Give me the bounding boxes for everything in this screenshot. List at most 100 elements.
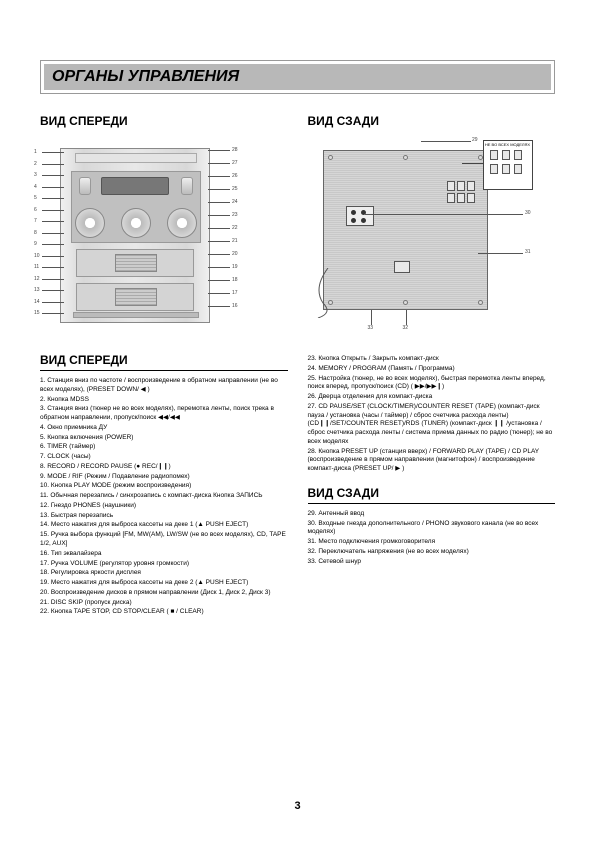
list-item: 23. Кнопка Открыть / Закрыть компакт-дис…	[308, 355, 556, 364]
screw-icon	[403, 155, 408, 160]
front-item-list-continued: 23. Кнопка Открыть / Закрыть компакт-дис…	[308, 355, 556, 474]
section-header: ОРГАНЫ УПРАВЛЕНИЯ	[44, 64, 551, 90]
list-item: 30. Входные гнезда дополнительного / PHO…	[308, 520, 556, 538]
terminal-icon	[502, 164, 510, 174]
leader-label-17: 17	[232, 291, 238, 296]
leader-label-14: 14	[34, 300, 40, 305]
terminal-icon	[447, 181, 455, 191]
leader-line	[42, 313, 64, 314]
leader-label-2: 2	[34, 162, 37, 167]
leader-line	[421, 141, 471, 142]
right-knob	[181, 177, 193, 195]
section-header-box: ОРГАНЫ УПРАВЛЕНИЯ	[40, 60, 555, 94]
leader-line	[42, 279, 64, 280]
jack-icon	[351, 210, 356, 215]
rear-body	[323, 150, 488, 310]
rear-column: ВИД СЗАДИ	[308, 114, 556, 341]
bottom-button-bar	[73, 312, 199, 318]
list-item: 7. CLOCK (часы)	[40, 453, 288, 462]
power-cord	[308, 268, 338, 318]
terminal-icon	[514, 150, 522, 160]
leader-label-26: 26	[232, 174, 238, 179]
list-item: 11. Обычная перезапись / синхрозапись с …	[40, 492, 288, 501]
leader-line	[208, 150, 230, 151]
leader-line	[371, 310, 372, 325]
list-item: 24. MEMORY / PROGRAM (Память / Программа…	[308, 365, 556, 374]
front-body	[60, 148, 210, 323]
leader-label-5: 5	[34, 196, 37, 201]
leader-label-1: 1	[34, 150, 37, 155]
leader-label-32: 32	[403, 326, 409, 331]
aux-jack-panel	[346, 206, 374, 226]
front-text-column: ВИД СПЕРЕДИ 1. Станция вниз по частоте /…	[40, 341, 288, 618]
leader-label-21: 21	[232, 239, 238, 244]
list-item: 26. Дверца отделения для компакт-диска	[308, 393, 556, 402]
terminal-icon	[467, 181, 475, 191]
list-item: 8. RECORD / RECORD PAUSE (● REC/❙❙)	[40, 463, 288, 472]
list-item: 32. Переключатель напряжения (не во всех…	[308, 548, 556, 557]
leader-line	[208, 228, 230, 229]
list-item: 19. Место нажатия для выброса кассеты на…	[40, 579, 288, 588]
terminal-icon	[447, 193, 455, 203]
leader-line	[42, 210, 64, 211]
list-item: 12. Гнездо PHONES (наушники)	[40, 502, 288, 511]
leader-label-30: 30	[525, 211, 531, 216]
leader-label-33: 33	[368, 326, 374, 331]
leader-line	[42, 290, 64, 291]
page-number: 3	[294, 800, 300, 812]
rear-device-illustration: НЕ ВО ВСЕХ МОДЕЛЯХ 29 30 31 33 32	[308, 138, 533, 333]
leader-label-31: 31	[525, 250, 531, 255]
leader-line	[208, 189, 230, 190]
list-item: 33. Сетевой шнур	[308, 558, 556, 567]
cd-door	[75, 153, 197, 163]
terminal-icon	[490, 150, 498, 160]
leader-line	[208, 215, 230, 216]
screw-icon	[403, 300, 408, 305]
list-item: 4. Окно приемника ДУ	[40, 424, 288, 433]
leader-line	[42, 164, 64, 165]
leader-label-20: 20	[232, 252, 238, 257]
leader-label-12: 12	[34, 277, 40, 282]
front-column: ВИД СПЕРЕДИ	[40, 114, 288, 341]
leader-label-9: 9	[34, 242, 37, 247]
list-item: 28. Кнопка PRESET UP (станция вверх) / F…	[308, 448, 556, 474]
leader-line	[208, 202, 230, 203]
leader-line	[208, 293, 230, 294]
list-item: 5. Кнопка включения (POWER)	[40, 434, 288, 443]
leader-label-23: 23	[232, 213, 238, 218]
leader-line	[42, 187, 64, 188]
jack-icon	[351, 218, 356, 223]
callout-title: НЕ ВО ВСЕХ МОДЕЛЯХ	[484, 141, 532, 148]
leader-line	[208, 254, 230, 255]
jack-icon	[361, 218, 366, 223]
leader-line	[42, 233, 64, 234]
list-item: 2. Кнопка MDSS	[40, 396, 288, 405]
list-item: 14. Место нажатия для выброса кассеты на…	[40, 521, 288, 530]
leader-line	[42, 221, 64, 222]
lcd-display	[101, 177, 169, 195]
leader-line	[208, 306, 230, 307]
list-item: 21. DISC SKIP (пропуск диска)	[40, 599, 288, 608]
text-columns: ВИД СПЕРЕДИ 1. Станция вниз по частоте /…	[40, 341, 555, 618]
front-title: ВИД СПЕРЕДИ	[40, 114, 288, 128]
list-item: 15. Ручка выбора функций [FM, MW(AM), LW…	[40, 531, 288, 549]
leader-label-3: 3	[34, 173, 37, 178]
list-item: 20. Воспроизведение дисков в прямом напр…	[40, 589, 288, 598]
rear-item-list: 29. Антенный ввод30. Входные гнезда допо…	[308, 510, 556, 567]
leader-line	[365, 214, 523, 215]
list-item: 6. TIMER (таймер)	[40, 443, 288, 452]
leader-label-18: 18	[232, 278, 238, 283]
tape-deck-1	[76, 249, 194, 277]
terminal-icon	[457, 181, 465, 191]
terminal-icon	[514, 164, 522, 174]
leader-line	[42, 267, 64, 268]
screw-icon	[328, 155, 333, 160]
list-item: 29. Антенный ввод	[308, 510, 556, 519]
front-item-list: 1. Станция вниз по частоте / воспроизвед…	[40, 377, 288, 617]
leader-line	[208, 163, 230, 164]
tape-deck-2	[76, 283, 194, 311]
terminal-icon	[467, 193, 475, 203]
leader-line	[208, 280, 230, 281]
leader-line	[406, 310, 407, 325]
list-item: 3. Станция вниз (тюнер не во всех моделя…	[40, 405, 288, 423]
